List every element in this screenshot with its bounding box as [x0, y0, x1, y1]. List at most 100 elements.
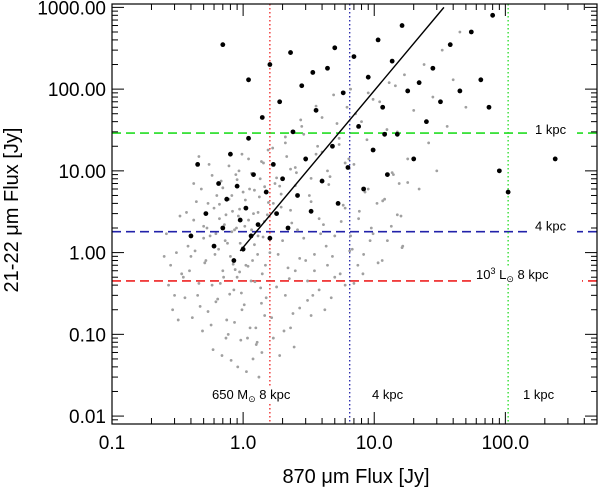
gray-point-222	[309, 176, 313, 180]
gray-point-171	[235, 226, 238, 230]
gray-point-11	[217, 247, 220, 251]
black-point-42	[375, 37, 381, 43]
gray-point-23	[238, 241, 242, 245]
black-point-6	[224, 196, 230, 202]
gray-point-27	[247, 157, 250, 161]
gray-point-38	[271, 201, 275, 205]
vline-label-4kpc: 4 kpc	[372, 387, 404, 402]
gray-point-215	[275, 176, 278, 180]
gray-point-13	[221, 269, 225, 273]
gray-point-265	[169, 263, 173, 267]
gray-point-148	[397, 182, 401, 185]
gray-point-22	[236, 214, 240, 218]
gray-point-98	[233, 268, 237, 271]
gray-point-180	[250, 228, 253, 232]
gray-point-66	[366, 91, 370, 95]
gray-point-122	[298, 256, 302, 260]
gray-point-48	[300, 124, 304, 128]
gray-point-211	[260, 160, 263, 163]
gray-point-82	[435, 169, 439, 173]
gray-point-147	[393, 84, 397, 88]
gray-point-239	[313, 253, 316, 256]
black-point-7	[228, 151, 233, 157]
gray-point-64	[360, 120, 363, 124]
gray-point-28	[249, 279, 253, 283]
black-point-31	[319, 178, 325, 184]
gray-point-45	[291, 312, 295, 315]
gray-point-0	[181, 275, 185, 279]
black-point-24	[285, 225, 291, 231]
gray-point-244	[333, 234, 337, 238]
gray-point-236	[302, 236, 306, 240]
black-point-54	[310, 70, 316, 75]
gray-point-108	[260, 301, 263, 305]
gray-point-132	[335, 122, 339, 125]
gray-point-25	[241, 190, 245, 194]
gray-point-59	[341, 203, 345, 207]
black-point-9	[234, 183, 240, 189]
gray-point-257	[395, 213, 399, 217]
gray-point-160	[213, 253, 217, 256]
gray-point-127	[316, 144, 320, 148]
black-point-69	[382, 131, 388, 137]
black-point-18	[263, 189, 269, 195]
hline-label-1kpc: 1 kpc	[535, 122, 567, 137]
vline-label-mass: 650 M⊙ 8 kpc	[212, 387, 291, 404]
gray-point-55	[324, 244, 328, 248]
gray-point-60	[345, 105, 349, 109]
gray-point-94	[218, 281, 222, 285]
black-point-52	[267, 62, 273, 67]
y-tick-label-2: 1.00	[69, 244, 106, 265]
gray-point-189	[263, 314, 267, 317]
gray-point-227	[337, 143, 341, 146]
gray-point-178	[246, 264, 250, 268]
y-tick-label-1: 0.10	[69, 325, 106, 346]
gray-point-226	[332, 93, 336, 97]
y-tick-label-5: 1000.00	[37, 0, 106, 19]
gray-point-117	[285, 155, 289, 158]
gray-point-20	[234, 173, 238, 177]
gray-point-259	[406, 181, 410, 184]
gray-point-76	[406, 157, 410, 161]
gray-point-52	[314, 152, 318, 156]
gray-point-206	[243, 198, 247, 202]
gray-point-198	[221, 186, 225, 190]
gray-point-106	[255, 340, 259, 344]
gray-point-143	[375, 201, 379, 205]
gray-point-151	[188, 269, 191, 273]
gray-point-105	[253, 243, 256, 247]
gray-point-146	[389, 224, 393, 228]
gray-point-77	[412, 108, 416, 112]
gray-point-43	[286, 266, 290, 270]
hline-label-4kpc-bg	[531, 218, 577, 235]
gray-point-135	[347, 157, 351, 161]
gray-point-70	[383, 197, 387, 201]
black-point-22	[277, 99, 283, 105]
black-point-32	[325, 65, 330, 71]
black-point-62	[468, 29, 474, 35]
gray-point-177	[245, 370, 248, 374]
gray-point-129	[323, 308, 327, 312]
gray-point-62	[352, 162, 356, 166]
gray-point-46	[293, 166, 297, 169]
black-point-59	[438, 99, 443, 105]
gray-point-96	[226, 332, 230, 336]
gray-point-56	[328, 175, 332, 179]
y-tick-label-3: 10.00	[58, 162, 106, 183]
gray-point-50	[307, 194, 311, 197]
black-point-4	[216, 181, 221, 186]
gray-point-93	[215, 194, 219, 197]
gray-point-37	[268, 251, 272, 255]
vline-label-1kpc: 1 kpc	[523, 387, 555, 402]
gray-point-32	[258, 177, 262, 181]
black-point-61	[457, 88, 463, 94]
black-point-28	[303, 156, 309, 162]
gray-point-144	[380, 259, 384, 262]
gray-point-41	[281, 239, 284, 243]
black-point-1	[195, 161, 201, 167]
gray-point-155	[201, 329, 204, 333]
gray-point-183	[254, 343, 258, 346]
black-point-55	[332, 45, 338, 51]
gray-point-258	[400, 246, 404, 250]
gray-point-152	[190, 316, 194, 320]
